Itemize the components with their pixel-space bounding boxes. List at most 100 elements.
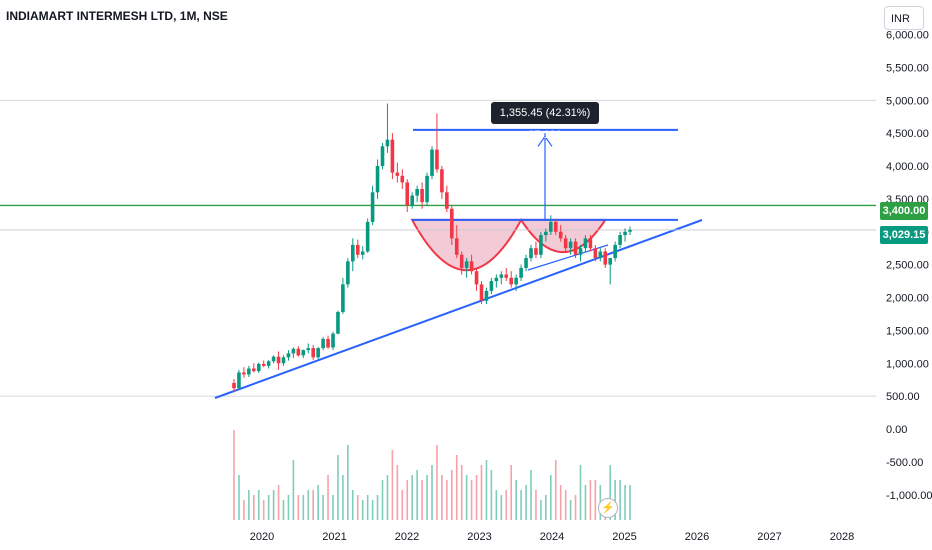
volume-bar <box>490 470 493 520</box>
candle-body <box>499 274 504 278</box>
candle-body <box>430 149 434 176</box>
volume-bar <box>317 485 319 520</box>
volume-bar <box>337 455 339 520</box>
volume-bar <box>554 460 557 520</box>
candle-body <box>261 363 266 366</box>
candle-body <box>459 254 464 268</box>
volume-bar <box>629 485 631 520</box>
candle-body <box>266 361 271 366</box>
candle-body <box>420 189 424 203</box>
candle-body <box>514 277 518 285</box>
price-tick-label: 500.00 <box>886 391 920 403</box>
price-axis[interactable]: 6,000.00 5,500.00 5,000.00 4,500.00 4,000.00… <box>886 30 932 502</box>
candle-body <box>400 175 405 183</box>
volume-bar <box>386 475 389 520</box>
candle-body <box>331 333 335 348</box>
candle-body <box>583 238 588 249</box>
volume-bar <box>545 495 547 520</box>
candle-body <box>415 189 419 196</box>
candle-body <box>519 267 523 278</box>
candle-body <box>247 368 251 375</box>
candle-body <box>311 348 315 358</box>
price-tick-label: 5,000.00 <box>886 95 929 107</box>
volume-bar <box>564 490 567 520</box>
volume-bar <box>470 480 473 520</box>
volume-bar <box>376 495 379 520</box>
candle-body <box>232 382 236 389</box>
candle-body <box>271 356 276 362</box>
volume-bar <box>535 490 537 520</box>
volume-bar <box>485 460 488 520</box>
volume-bar <box>312 490 314 520</box>
candle-body <box>336 311 340 334</box>
candle-body <box>346 261 350 285</box>
candle-body <box>558 231 563 239</box>
candle-body <box>474 271 479 285</box>
volume-bar <box>401 490 404 520</box>
volume-bar <box>406 480 409 520</box>
volume-bar <box>619 480 621 520</box>
candle-body <box>410 195 414 206</box>
time-tick-label: 2023 <box>467 531 491 543</box>
time-tick-label: 2028 <box>830 531 854 543</box>
volume-bar <box>495 490 498 520</box>
candle-body <box>479 284 484 301</box>
volume-bar <box>381 480 384 520</box>
symbol-title: INDIAMART INTERMESH LTD, 1M, NSE <box>6 9 228 23</box>
price-tick-label: -500.00 <box>886 457 923 469</box>
price-tick-label: 2,500.00 <box>886 260 929 272</box>
lightning-icon[interactable]: ⚡ <box>598 498 618 518</box>
price-tick-label: 1,000.00 <box>886 358 929 370</box>
candle-body <box>256 363 261 372</box>
candle-body <box>360 251 365 255</box>
candle-body <box>375 166 380 193</box>
candle-body <box>628 229 632 232</box>
candle-body <box>301 350 306 356</box>
candle-body <box>578 248 583 255</box>
volume-bar <box>292 460 295 520</box>
volume-bar <box>525 485 527 520</box>
volume-bar <box>322 495 324 520</box>
volume-bar <box>238 475 240 520</box>
volume-bar <box>361 500 364 520</box>
candle-body <box>454 238 459 255</box>
volume-bar <box>530 470 532 520</box>
volume-bar <box>609 465 611 520</box>
volume-bar <box>352 490 354 520</box>
volume-bar <box>441 475 443 520</box>
candle-body <box>549 221 553 232</box>
candle-body <box>613 244 617 259</box>
volume-bar <box>342 475 344 520</box>
volume-bar <box>277 485 280 520</box>
time-tick-label: 2022 <box>395 531 419 543</box>
candle-body <box>608 258 612 265</box>
candle-body <box>321 338 325 349</box>
time-axis[interactable]: 2020 2021 2022 2023 2024 2025 2026 2027 2028 <box>250 531 854 543</box>
volume-bar <box>550 475 552 520</box>
price-tick-label: 5,500.00 <box>886 62 929 74</box>
ascending-trendline[interactable] <box>214 219 703 399</box>
time-tick-label: 2025 <box>612 531 636 543</box>
volume-bars <box>233 430 631 520</box>
volume-bar <box>446 480 448 520</box>
price-tick-label: 6,000.00 <box>886 30 929 42</box>
price-tick-label: 0.00 <box>886 424 907 436</box>
volume-bar <box>327 475 329 520</box>
volume-bar <box>297 495 300 520</box>
volume-bar <box>431 465 433 520</box>
candle-body <box>529 248 533 259</box>
volume-bar <box>272 490 275 520</box>
volume-bar <box>460 465 463 520</box>
candle-body <box>286 353 291 358</box>
candle-body <box>306 348 311 351</box>
time-tick-label: 2024 <box>540 531 564 543</box>
currency-button[interactable]: INR <box>884 6 924 30</box>
candle-body <box>355 244 360 255</box>
price-tick-label: 4,000.00 <box>886 161 929 173</box>
candle-body <box>440 169 444 193</box>
volume-bar <box>569 500 572 520</box>
candle-body <box>504 274 509 278</box>
candle-body <box>281 357 286 364</box>
candle-body <box>385 139 390 147</box>
